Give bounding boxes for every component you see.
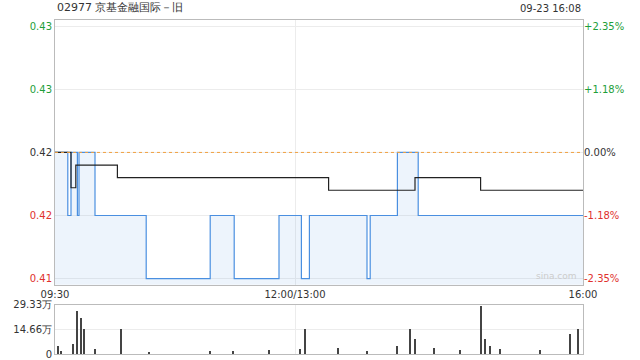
svg-text:+1.18%: +1.18% xyxy=(584,84,624,95)
svg-text:0.42: 0.42 xyxy=(30,147,52,158)
svg-text:02977 京基金融国际－旧: 02977 京基金融国际－旧 xyxy=(57,1,184,14)
svg-text:0: 0 xyxy=(46,349,52,360)
svg-text:16:00: 16:00 xyxy=(569,289,598,300)
svg-text:0.43: 0.43 xyxy=(30,21,52,32)
svg-text:-1.18%: -1.18% xyxy=(584,210,619,221)
svg-text:0.41: 0.41 xyxy=(30,273,52,284)
svg-text:29.33万: 29.33万 xyxy=(13,299,52,310)
svg-text:09:30: 09:30 xyxy=(41,289,70,300)
svg-text:0.42: 0.42 xyxy=(30,210,52,221)
svg-text:0.43: 0.43 xyxy=(30,84,52,95)
svg-text:0.00%: 0.00% xyxy=(584,147,616,158)
svg-text:14.66万: 14.66万 xyxy=(13,324,52,335)
svg-text:sina.com: sina.com xyxy=(536,271,577,281)
svg-text:+2.35%: +2.35% xyxy=(584,21,624,32)
svg-text:12:00/13:00: 12:00/13:00 xyxy=(264,289,325,300)
svg-text:09-23 16:08: 09-23 16:08 xyxy=(520,3,581,14)
svg-text:-2.35%: -2.35% xyxy=(584,273,619,284)
